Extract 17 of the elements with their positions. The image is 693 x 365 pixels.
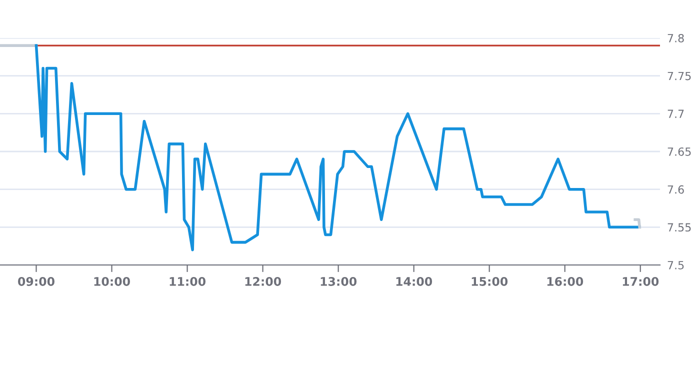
line-series xyxy=(34,44,641,252)
x-tick-label: 11:00 xyxy=(170,277,206,286)
y-tick-label: 7.55 xyxy=(668,223,691,232)
x-tick-label: 09:00 xyxy=(18,277,54,286)
x-tick-label: 13:00 xyxy=(320,277,357,286)
x-tick-label: 15:00 xyxy=(472,277,508,286)
y-tick-label: 7.75 xyxy=(668,72,691,80)
x-tick-label: 12:00 xyxy=(245,277,282,286)
x-tick-label: 16:00 xyxy=(547,277,584,286)
x-tick-label: 10:00 xyxy=(94,277,130,286)
y-tick-label: 7.5 xyxy=(668,261,684,270)
x-tick-label: 14:00 xyxy=(396,277,432,286)
x-tick-label: 17:00 xyxy=(622,277,659,286)
y-tick-label: 7.8 xyxy=(668,34,684,42)
y-tick-label: 7.6 xyxy=(668,185,684,194)
y-tick-label: 7.7 xyxy=(668,110,684,118)
y-tick-label: 7.65 xyxy=(668,147,691,156)
